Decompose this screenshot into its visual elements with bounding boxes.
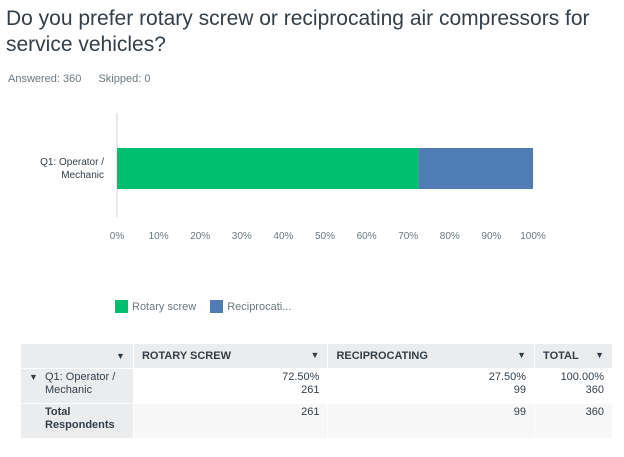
cell-count: 261 [301,384,320,396]
x-tick-label: 60% [357,231,377,242]
table-row: ▼ Q1: Operator / Mechanic 72.50% 261 27.5… [20,368,613,404]
cell-reciprocating: 27.50% 99 [327,368,536,404]
table-header-row: ▼ ROTARY SCREW ▼ RECIPROCATING ▼ TOTAL ▼ [20,343,613,369]
answered-count: Answered: 360 [8,73,82,85]
header-corner[interactable]: ▼ [20,343,134,369]
header-rotary-screw[interactable]: ROTARY SCREW ▼ [132,343,329,369]
cell-rotary-screw: 72.50% 261 [132,368,329,404]
x-tick-label: 20% [190,231,210,242]
bar-segment-reciprocating[interactable] [418,148,533,189]
total-total: 360 [534,403,613,439]
row-header[interactable]: ▼ Q1: Operator / Mechanic [20,368,134,404]
expand-caret-icon[interactable]: ▼ [29,372,38,382]
header-reciprocating[interactable]: RECIPROCATING ▼ [327,343,536,369]
legend-item-rotary-screw[interactable]: Rotary screw [115,300,196,313]
sort-caret-icon[interactable]: ▼ [310,350,320,360]
x-tick-label: 0% [110,231,125,242]
x-tick-label: 50% [315,231,335,242]
legend-item-reciprocating[interactable]: Reciprocati... [210,300,291,313]
bar-segment-rotary-screw[interactable] [117,148,419,189]
results-table: ▼ ROTARY SCREW ▼ RECIPROCATING ▼ TOTAL ▼ ▼ Q… [20,343,613,439]
category-label: Q1: Operator / Mechanic [40,157,104,181]
x-tick-label: 30% [232,231,252,242]
x-tick-label: 40% [273,231,293,242]
x-tick-label: 70% [398,231,418,242]
x-tick-label: 10% [149,231,169,242]
cell-percent: 100.00% [560,371,604,383]
header-total[interactable]: TOTAL ▼ [534,343,613,369]
cell-percent: 72.50% [282,371,320,383]
total-label-cell: Total Respondents [20,403,134,439]
x-tick-label: 80% [440,231,460,242]
cell-total: 100.00% 360 [534,368,613,404]
sort-caret-icon[interactable]: ▼ [116,351,125,361]
cell-percent: 27.50% [488,371,527,383]
header-label: ROTARY SCREW [141,350,231,362]
sort-caret-icon[interactable]: ▼ [595,350,604,360]
stacked-bar-chart: Q1: Operator / Mechanic 0% 10% 20% 30% 40% 50% 6… [40,113,546,242]
chart-legend: Rotary screw Reciprocati... [115,300,305,313]
response-meta: Answered: 360 Skipped: 0 [8,73,164,85]
total-label: Total Respondents [45,406,115,431]
total-respondents-row: Total Respondents 261 99 360 [20,403,613,439]
skipped-count: Skipped: 0 [98,73,151,85]
legend-label-reciprocating: Reciprocati... [227,300,292,313]
header-label: RECIPROCATING [336,350,428,362]
x-tick-label: 90% [481,231,501,242]
cell-count: 99 [513,384,527,396]
legend-label-rotary-screw: Rotary screw [132,300,197,313]
header-label: TOTAL [543,350,579,362]
cell-count: 360 [585,384,604,396]
total-reciprocating: 99 [327,403,536,439]
legend-swatch-rotary-screw [115,300,128,313]
category-label-line: Mechanic [61,170,104,181]
category-label-line: Q1: Operator / [40,157,104,168]
sort-caret-icon[interactable]: ▼ [517,350,527,360]
row-label: Q1: Operator / Mechanic [45,371,116,396]
question-title: Do you prefer rotary screw or reciprocat… [6,7,590,56]
legend-swatch-reciprocating [210,300,224,313]
total-rotary-screw: 261 [132,403,329,439]
x-tick-label: 100% [520,231,546,242]
